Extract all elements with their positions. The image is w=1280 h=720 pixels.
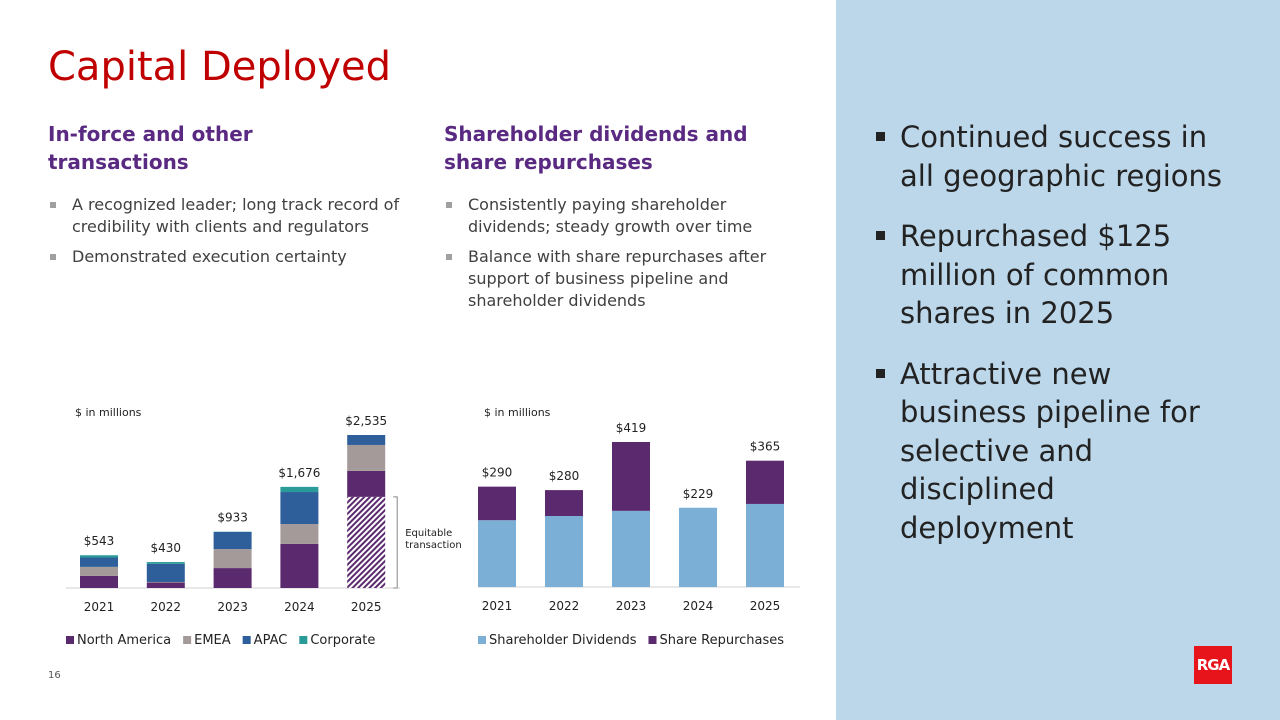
legend-swatch — [299, 636, 308, 644]
legend-swatch — [66, 636, 74, 644]
legend-swatch — [183, 636, 192, 644]
bar-segment — [80, 566, 118, 576]
total-label: $430 — [151, 541, 182, 555]
page-number: 16 — [48, 670, 61, 681]
bar-segment — [213, 568, 252, 588]
bar-segment — [746, 503, 784, 587]
section: In-force and other transactions A recogn… — [48, 120, 408, 276]
section-heading: In-force and other transactions — [48, 122, 253, 174]
legend-swatch — [242, 636, 251, 644]
panel-bullet: Repurchased $125 million of common share… — [874, 217, 1234, 333]
bar-segment — [545, 490, 583, 517]
section-bullet: Consistently paying shareholder dividend… — [444, 194, 804, 238]
section-list: A recognized leader; long track record o… — [48, 194, 408, 268]
annotation-text: Equitable transaction — [405, 528, 462, 552]
annotation: Equitable transaction — [405, 528, 462, 552]
section-list: Consistently paying shareholder dividend… — [444, 194, 804, 312]
legend-label: APAC — [254, 633, 288, 648]
annotation-bracket — [393, 496, 398, 589]
panel-bullet: Attractive new business pipeline for sel… — [874, 355, 1234, 548]
bar-segment — [478, 520, 516, 587]
bar-segment — [80, 555, 118, 558]
x-tick-label: 2022 — [549, 599, 580, 613]
section-bullet: Demonstrated execution certainty — [48, 246, 408, 268]
x-tick-label: 2025 — [750, 599, 781, 613]
bar-segment — [146, 563, 185, 582]
logo: RGA — [1194, 646, 1232, 684]
x-tick-label: 2024 — [284, 600, 315, 614]
bar-segment — [746, 460, 784, 504]
total-label: $933 — [217, 511, 248, 525]
total-label: $280 — [549, 469, 580, 483]
slide-title: Capital Deployed — [48, 44, 392, 90]
units-label: $ in millions — [75, 406, 142, 419]
annotated-segment — [347, 496, 386, 588]
total-label: $365 — [750, 440, 781, 454]
bar-segment — [280, 524, 319, 544]
bar-segment — [545, 516, 583, 587]
total-label: $2,535 — [345, 414, 387, 428]
x-tick-label: 2025 — [351, 600, 382, 614]
x-tick-label: 2023 — [217, 600, 248, 614]
total-label: $419 — [616, 421, 647, 435]
legend-swatch — [478, 636, 486, 644]
legend-label: Corporate — [310, 633, 375, 648]
x-tick-label: 2024 — [683, 599, 714, 613]
bar-segment — [347, 470, 386, 497]
total-label: $543 — [84, 534, 115, 548]
x-tick-label: 2021 — [84, 600, 115, 614]
panel-list: Continued success in all geographic regi… — [874, 118, 1234, 569]
legend-label: Share Repurchases — [660, 633, 785, 648]
bar-segment — [280, 486, 319, 493]
section: Shareholder dividends and share repurcha… — [444, 120, 804, 320]
legend-swatch — [648, 636, 657, 644]
x-tick-label: 2023 — [616, 599, 647, 613]
bar-segment — [80, 557, 118, 567]
bar-segment — [280, 492, 319, 525]
charts: $ in millions $543 2021 $430 2022 $933 2023 $1,… — [66, 406, 800, 648]
total-label: $229 — [683, 487, 714, 501]
x-tick-label: 2021 — [482, 599, 513, 613]
bar-segment — [612, 510, 650, 587]
legend-label: Shareholder Dividends — [489, 633, 637, 648]
bar-segment — [80, 575, 118, 588]
bar-segment — [612, 442, 650, 511]
legend-label: EMEA — [194, 633, 231, 648]
side-panel: Continued success in all geographic regi… — [836, 0, 1280, 720]
bar-segment — [146, 582, 185, 588]
x-tick-label: 2022 — [151, 600, 182, 614]
bar-segment — [679, 507, 717, 587]
section-bullet: Balance with share repurchases after sup… — [444, 246, 804, 312]
panel-bullet: Continued success in all geographic regi… — [874, 118, 1234, 195]
bar-segment — [146, 581, 185, 583]
bar-segment — [213, 531, 252, 550]
bar-segment — [146, 562, 185, 564]
units-label: $ in millions — [484, 406, 551, 419]
section-heading: Shareholder dividends and share repurcha… — [444, 122, 748, 174]
total-label: $1,676 — [278, 466, 320, 480]
bar-segment — [347, 435, 386, 445]
bar-segment — [280, 543, 319, 588]
legend-label: North America — [77, 633, 171, 648]
section-bullet: A recognized leader; long track record o… — [48, 194, 408, 238]
bar-segment — [478, 486, 516, 521]
total-label: $290 — [482, 466, 513, 480]
bar-segment — [347, 444, 386, 471]
bar-segment — [213, 549, 252, 569]
